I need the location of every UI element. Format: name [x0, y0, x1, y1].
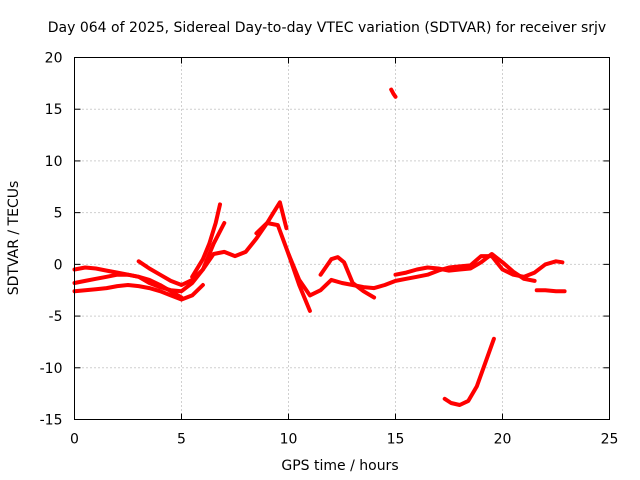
- y-tick-label: -5: [49, 309, 63, 325]
- x-tick-label: 10: [280, 432, 298, 448]
- x-tick-label: 15: [387, 432, 405, 448]
- series-line-track-5: [190, 202, 222, 279]
- series-line-track-6: [254, 200, 289, 236]
- y-axis-label: SDTVAR / TECUs: [6, 181, 22, 296]
- x-tick-label: 0: [70, 432, 79, 448]
- series-line-track-4: [136, 221, 227, 287]
- grid-layer: [74, 57, 610, 420]
- y-tick-label: 0: [54, 257, 63, 273]
- x-tick-label: 25: [601, 432, 619, 448]
- trace-layer: [72, 87, 567, 407]
- y-tick-label: 15: [45, 102, 63, 118]
- series-line-track-9: [393, 252, 537, 283]
- y-tick-label: -15: [40, 413, 63, 429]
- y-tick-label: 20: [45, 51, 63, 67]
- series-line-track-10: [534, 288, 567, 294]
- series-line-track-3: [72, 283, 205, 302]
- y-tick-label: 5: [54, 206, 63, 222]
- y-tick-label: 10: [45, 154, 63, 170]
- chart-title: Day 064 of 2025, Sidereal Day-to-day VTE…: [48, 20, 606, 36]
- plot-frame: [74, 57, 610, 420]
- x-tick-label: 20: [494, 432, 512, 448]
- series-line-track-12: [442, 336, 496, 407]
- axis-layer: 0 5 10 15 20 25 -15 -10 -5 0 5 10 15 20: [40, 51, 619, 448]
- series-line-track-8: [318, 255, 377, 300]
- x-tick-label: 5: [177, 432, 186, 448]
- series-line-track-2: [72, 272, 184, 300]
- series-line-track-11: [389, 87, 398, 99]
- x-axis-label: GPS time / hours: [281, 458, 398, 474]
- y-tick-label: -10: [40, 361, 63, 377]
- series-line-track-1: [72, 221, 312, 313]
